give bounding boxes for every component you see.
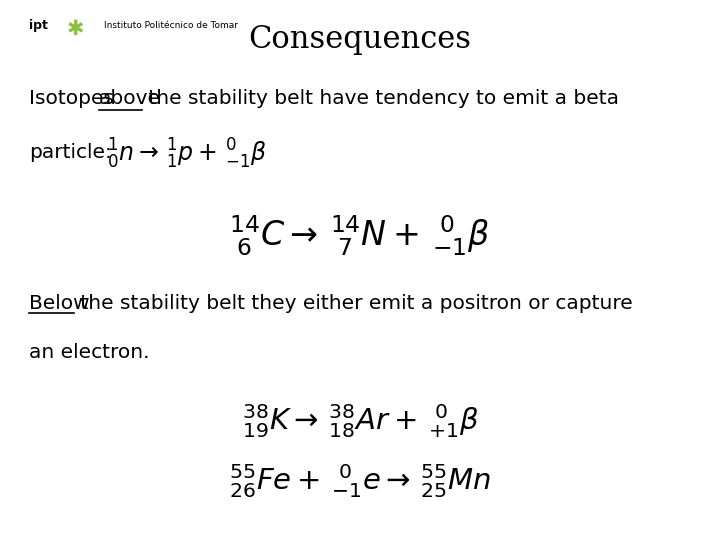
Text: ipt: ipt (29, 19, 48, 32)
Text: ✱: ✱ (67, 19, 84, 39)
Text: above: above (99, 89, 161, 108)
Text: $^{1}_{0}n\rightarrow\,^{1}_{1}p+\,^{0}_{-1}\beta$: $^{1}_{0}n\rightarrow\,^{1}_{1}p+\,^{0}_… (107, 137, 267, 171)
Text: the stability belt they either emit a positron or capture: the stability belt they either emit a po… (74, 294, 633, 313)
Text: an electron.: an electron. (29, 343, 149, 362)
Text: $^{55}_{26}Fe+\,^{\ 0}_{-1}e\rightarrow\,^{55}_{25}Mn$: $^{55}_{26}Fe+\,^{\ 0}_{-1}e\rightarrow\… (229, 462, 491, 500)
Text: $^{38}_{19}K\rightarrow\,^{38}_{18}Ar+\,^{\ 0}_{+1}\beta$: $^{38}_{19}K\rightarrow\,^{38}_{18}Ar+\,… (242, 402, 478, 440)
Text: $^{14}_{\ 6}C\rightarrow\,^{14}_{\ 7}N+\,^{\ 0}_{-1}\beta$: $^{14}_{\ 6}C\rightarrow\,^{14}_{\ 7}N+\… (230, 213, 490, 258)
Text: particle:: particle: (29, 143, 112, 162)
Text: Isotopes: Isotopes (29, 89, 120, 108)
Text: Consequences: Consequences (248, 24, 472, 55)
Text: Below: Below (29, 294, 89, 313)
Text: Instituto Politécnico de Tomar: Instituto Politécnico de Tomar (104, 21, 238, 30)
Text: the stability belt have tendency to emit a beta: the stability belt have tendency to emit… (142, 89, 619, 108)
